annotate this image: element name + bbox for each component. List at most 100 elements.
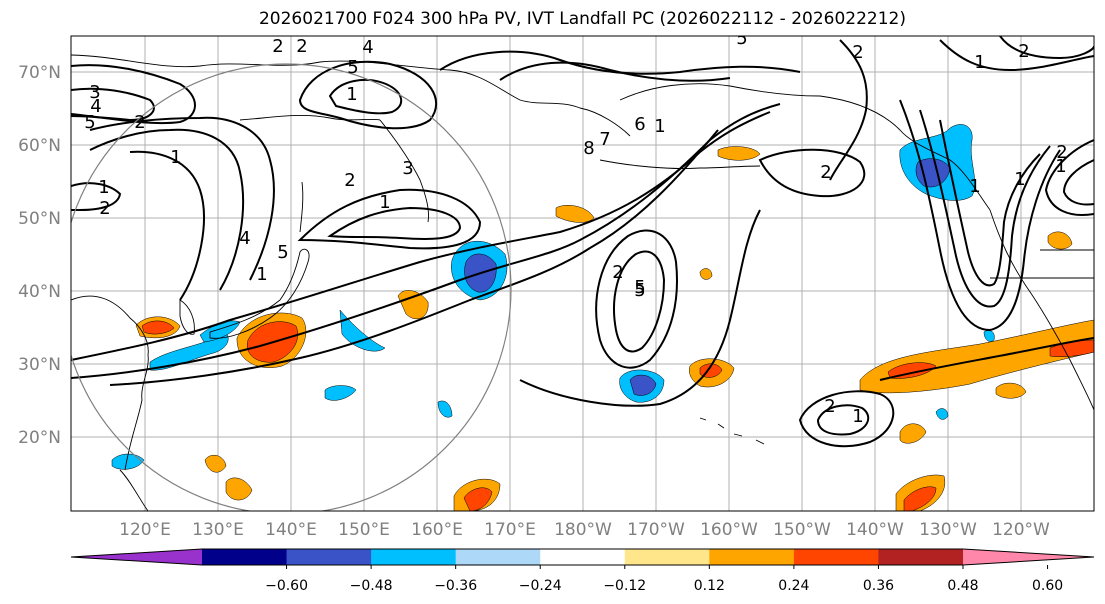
- aleutian-chain: [599, 159, 761, 169]
- shading-positive-patch: [899, 423, 927, 444]
- pv-contour-line: [129, 150, 205, 301]
- alaska-coastline: [619, 83, 991, 211]
- pv-contour-line: [298, 60, 437, 130]
- shading-negative-patch: [437, 400, 453, 418]
- contour-label: 2: [344, 170, 355, 191]
- contour-label: 1: [654, 116, 665, 137]
- latitude-label: 20°N: [18, 428, 61, 448]
- shading-negative-patch: [339, 309, 386, 352]
- colorbar-outline: [70, 548, 1095, 566]
- pv-contour-line: [758, 148, 866, 198]
- contour-label: 4: [362, 37, 373, 58]
- pv-contour-line: [71, 87, 155, 122]
- pv-contour-line: [71, 64, 196, 125]
- longitude-label: 170°E: [484, 520, 536, 540]
- pv-contour-line: [829, 39, 868, 181]
- colorbar-tick-label: −0.48: [350, 578, 393, 594]
- contour-label: 4: [239, 228, 250, 249]
- contour-label: 5: [736, 28, 747, 49]
- map-title: 2026021700 F024 300 hPa PV, IVT Landfall…: [258, 9, 906, 29]
- shading-negative-patch: [324, 385, 357, 401]
- latitude-label: 60°N: [18, 136, 61, 156]
- pv-contour-line: [71, 182, 122, 211]
- contour-label: 1: [852, 406, 863, 427]
- colorbar-tick-label: 0.48: [947, 578, 978, 594]
- colorbar-extend-high: [963, 549, 1094, 565]
- colorbar-bin: [709, 549, 795, 565]
- latitude-label: 50°N: [18, 209, 61, 229]
- longitude-label: 140°E: [265, 520, 317, 540]
- shading-positive-patch: [225, 477, 253, 501]
- longitude-label: 130°W: [919, 520, 977, 540]
- kamchatka-coastline: [379, 119, 429, 223]
- contour-label: 2: [99, 198, 110, 219]
- coastlines: [71, 54, 1094, 511]
- latitude-label: 70°N: [18, 63, 61, 83]
- contour-label: 1: [969, 176, 980, 197]
- longitude-labels: 120°E 130°E 140°E 150°E 160°E 170°E 180°W 170°W…: [119, 520, 1050, 540]
- shading-negative-patch: [149, 331, 229, 371]
- contour-label: 2: [852, 42, 863, 63]
- colorbar-tick-label: −0.36: [434, 578, 477, 594]
- siberia-coastline: [71, 54, 631, 137]
- contour-label: 2: [272, 36, 283, 57]
- pv-contour-line: [939, 39, 1094, 72]
- contour-label: 1: [346, 84, 357, 105]
- contour-label: 2: [824, 396, 835, 417]
- contour-label: 1: [256, 264, 267, 285]
- colorbar-tick-label: −0.12: [603, 578, 646, 594]
- pv-contour-line: [328, 79, 402, 115]
- colorbar-tick-label: −0.60: [265, 578, 308, 594]
- contour-label: 2: [134, 112, 145, 133]
- pv-contour-line: [297, 188, 482, 250]
- pv-contour-line: [613, 250, 666, 353]
- contour-label: 2: [1056, 142, 1067, 163]
- contour-label: 2: [1018, 41, 1029, 62]
- colorbar-bin: [793, 549, 879, 565]
- contour-label: 7: [599, 129, 610, 150]
- shading-positive-patch: [204, 454, 227, 473]
- pv-contour-line: [89, 128, 245, 291]
- shading-strong-positive-patch: [141, 320, 175, 335]
- colorbar-bin: [371, 549, 457, 565]
- pv-contour-line: [89, 116, 275, 281]
- colorbar-bin: [878, 549, 964, 565]
- contour-label: 1: [98, 177, 109, 198]
- korea-coastline: [179, 299, 195, 335]
- shading-positive-patch: [555, 205, 595, 223]
- pv-contour-line: [327, 206, 462, 240]
- longitude-label: 150°W: [773, 520, 831, 540]
- longitude-label: 130°E: [192, 520, 244, 540]
- contour-label: 1: [1055, 156, 1066, 177]
- contour-label: 1: [974, 52, 985, 73]
- shading-positive-patch: [717, 146, 761, 161]
- colorbar-bin: [202, 549, 288, 565]
- na-west-coastline: [989, 209, 1094, 411]
- pv-contour-line: [595, 229, 678, 369]
- pv-contour-line: [816, 404, 870, 436]
- contour-label: 1: [1014, 169, 1025, 190]
- longitude-label: 160°W: [700, 520, 758, 540]
- pc-shading: [111, 124, 1094, 511]
- longitude-label: 150°E: [338, 520, 390, 540]
- contour-label: 2: [612, 262, 623, 283]
- colorbar-bin: [286, 549, 372, 565]
- pv-contour-line: [1044, 139, 1094, 216]
- pv-contour-line: [879, 337, 1094, 381]
- pv-contour-line: [1062, 159, 1094, 206]
- pv-contour-line: [919, 109, 1051, 308]
- pv-contour-line: [999, 36, 1094, 60]
- shading-positive-patch: [397, 290, 429, 320]
- contour-label: 4: [90, 96, 101, 117]
- pv-contour-line: [519, 209, 761, 407]
- pv-contour-line: [939, 119, 1041, 287]
- colorbar-tick-label: −0.24: [519, 578, 562, 594]
- latitude-label: 40°N: [18, 282, 61, 302]
- longitude-label: 140°W: [846, 520, 904, 540]
- longitude-label: 180°W: [554, 520, 612, 540]
- hawaii-islands: [699, 417, 765, 445]
- pv-contour-line: [499, 61, 731, 82]
- contour-label: 5: [347, 57, 358, 78]
- philippines-coastline: [119, 469, 149, 511]
